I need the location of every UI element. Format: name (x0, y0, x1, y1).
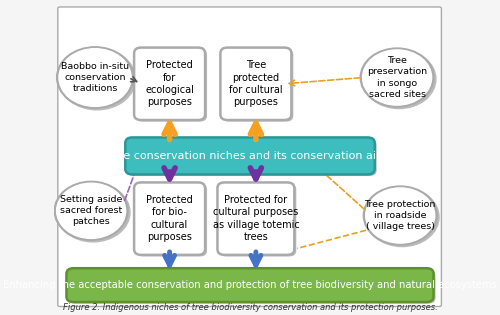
FancyBboxPatch shape (58, 7, 442, 306)
FancyBboxPatch shape (134, 182, 205, 255)
Circle shape (362, 50, 436, 109)
FancyBboxPatch shape (222, 49, 294, 122)
FancyBboxPatch shape (127, 139, 376, 176)
Text: Setting aside
sacred forest
patches: Setting aside sacred forest patches (60, 195, 122, 226)
Circle shape (58, 49, 136, 110)
FancyBboxPatch shape (136, 49, 207, 122)
FancyBboxPatch shape (66, 268, 434, 302)
FancyBboxPatch shape (126, 137, 374, 175)
FancyBboxPatch shape (218, 182, 294, 255)
Circle shape (56, 183, 130, 242)
FancyBboxPatch shape (68, 270, 436, 304)
Circle shape (54, 181, 128, 240)
Circle shape (362, 50, 432, 105)
FancyBboxPatch shape (220, 184, 296, 256)
Text: Protected for
cultural purposes
as village totemic
trees: Protected for cultural purposes as villa… (212, 195, 300, 242)
Circle shape (360, 48, 434, 107)
Text: Tree conservation niches and its conservation aims: Tree conservation niches and its conserv… (107, 151, 393, 161)
Circle shape (364, 186, 437, 245)
FancyBboxPatch shape (134, 48, 205, 120)
Text: Enhancing the acceptable conservation and protection of tree biodiversity and na: Enhancing the acceptable conservation an… (3, 280, 497, 290)
FancyBboxPatch shape (136, 184, 207, 256)
Text: Protected
for bio-
cultural
purposes: Protected for bio- cultural purposes (146, 195, 193, 242)
Text: Figure 2. Indigenous niches of tree biodiversity conservation and its protection: Figure 2. Indigenous niches of tree biod… (62, 303, 438, 312)
Circle shape (56, 183, 126, 238)
FancyBboxPatch shape (220, 48, 292, 120)
Text: Tree protection
in roadside
( village trees): Tree protection in roadside ( village tr… (364, 200, 436, 231)
Text: Tree
protected
for cultural
purposes: Tree protected for cultural purposes (229, 60, 282, 107)
Circle shape (59, 49, 131, 106)
Circle shape (56, 47, 134, 108)
Circle shape (366, 188, 439, 247)
Text: Tree
preservation
in songo
sacred sites: Tree preservation in songo sacred sites (367, 56, 427, 99)
Text: Protected
for
ecological
purposes: Protected for ecological purposes (145, 60, 194, 107)
Circle shape (366, 188, 434, 243)
Text: Baobbo in-situ
conservation
traditions: Baobbo in-situ conservation traditions (61, 62, 129, 93)
